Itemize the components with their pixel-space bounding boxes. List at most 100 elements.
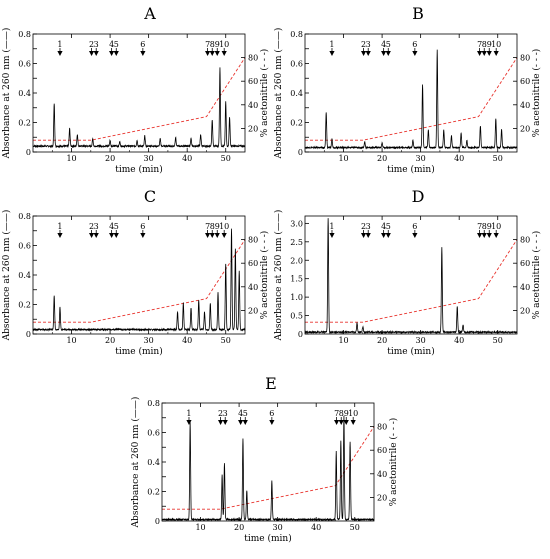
x-tick-label: 40 xyxy=(454,336,464,345)
x-tick-label: 20 xyxy=(377,336,387,345)
peak-marker-label: 2 xyxy=(218,409,223,418)
peak-marker-label: 6 xyxy=(140,40,145,49)
x-tick-label: 10 xyxy=(195,523,205,532)
peak-marker-label: 9 xyxy=(487,222,492,231)
y2-tick-label: 40 xyxy=(520,283,530,292)
panel-letter: A xyxy=(143,4,156,23)
x-tick-label: 50 xyxy=(493,336,503,345)
peak-marker-arrow xyxy=(93,51,99,56)
x-tick-label: 40 xyxy=(454,154,464,163)
y2-tick-label: 80 xyxy=(520,54,530,63)
peak-marker-arrow xyxy=(329,51,335,56)
peak-marker-label: 6 xyxy=(140,222,145,231)
x-tick-label: 20 xyxy=(234,523,244,532)
x-axis-title: time (min) xyxy=(387,346,434,357)
peak-marker-label: 1 xyxy=(329,40,334,49)
x-tick-label: 30 xyxy=(144,336,154,345)
peak-marker-arrow xyxy=(381,51,387,56)
y-axis-title: Absorbance at 260 nm (——) xyxy=(273,28,284,160)
peak-marker-arrow xyxy=(214,233,220,238)
peak-marker-arrow xyxy=(493,233,499,238)
peak-marker-label: 9 xyxy=(344,409,349,418)
acetonitrile-gradient-line xyxy=(33,57,246,141)
peak-marker-arrow xyxy=(93,233,99,238)
y-tick-label: 1.5 xyxy=(290,275,303,284)
y-tick-label: 2.0 xyxy=(290,256,303,265)
peak-marker-label: 5 xyxy=(386,222,391,231)
peak-marker-arrow xyxy=(113,51,119,56)
y-tick-label: 3.0 xyxy=(290,219,303,228)
x-axis-title: time (min) xyxy=(115,164,162,175)
y-tick-label: 1.0 xyxy=(290,293,303,302)
peak-marker-label: 3 xyxy=(366,40,371,49)
absorbance-trace xyxy=(304,49,518,150)
y-tick-label: 2.5 xyxy=(290,238,303,247)
y-tick-label: 0 xyxy=(298,148,303,157)
peak-marker-label: 8 xyxy=(482,40,487,49)
panel-letter: E xyxy=(265,374,277,393)
y-tick-label: 0.2 xyxy=(147,488,160,497)
x-axis-title: time (min) xyxy=(387,164,434,175)
x-tick-label: 20 xyxy=(377,154,387,163)
peak-marker-label: 5 xyxy=(243,409,248,418)
x-tick-label: 50 xyxy=(493,154,503,163)
peak-marker-label: 1 xyxy=(57,222,62,231)
x-tick-label: 10 xyxy=(66,336,76,345)
y-tick-label: 0.8 xyxy=(18,212,31,221)
peak-marker-arrow xyxy=(113,233,119,238)
y2-tick-label: 20 xyxy=(248,124,258,133)
peak-marker-label: 10 xyxy=(219,40,229,49)
acetonitrile-gradient-line xyxy=(305,239,518,323)
absorbance-trace xyxy=(32,67,246,149)
peak-marker-label: 7 xyxy=(205,40,210,49)
y2-tick-label: 20 xyxy=(248,306,258,315)
peak-marker-arrow xyxy=(486,233,492,238)
peak-marker-arrow xyxy=(57,51,63,56)
peak-marker-label: 1 xyxy=(186,409,191,418)
x-tick-label: 20 xyxy=(105,336,115,345)
panel-b: B 10 20 30 40 50 0 0.2 0.4 0.6 0.8 20 40 60 80 time (mi… xyxy=(273,4,542,175)
peak-marker-arrow xyxy=(412,233,418,238)
y-tick-label: 0.2 xyxy=(290,119,303,128)
peak-marker-label: 8 xyxy=(210,40,215,49)
x-tick-label: 30 xyxy=(416,154,426,163)
x-axis-title: time (min) xyxy=(244,533,291,544)
y2-axis-title: % acetonitrile (- - -) xyxy=(388,418,399,507)
peak-marker-label: 10 xyxy=(491,40,501,49)
y-tick-label: 0.4 xyxy=(290,89,303,98)
peak-marker-arrow xyxy=(88,51,95,56)
peak-marker-arrow xyxy=(205,51,211,56)
panel-c: C 10 20 30 40 50 0 0.2 0.4 0.6 0.8 20 40 60 80 time (mi… xyxy=(1,187,270,357)
panel-letter: B xyxy=(412,4,424,23)
absorbance-trace xyxy=(161,415,375,522)
x-tick-label: 10 xyxy=(66,154,76,163)
y2-axis-title: % acetonitrile (- - -) xyxy=(531,49,542,138)
peak-marker-arrow xyxy=(209,51,215,56)
y2-axis-title: % acetonitrile (- - -) xyxy=(259,49,270,138)
y2-tick-label: 20 xyxy=(377,493,387,502)
absorbance-trace xyxy=(304,218,518,335)
peak-marker-arrow xyxy=(140,51,146,56)
peak-marker-label: 1 xyxy=(57,40,62,49)
peak-marker-label: 2 xyxy=(361,40,366,49)
peak-marker-arrow xyxy=(334,420,340,425)
absorbance-trace xyxy=(32,228,246,332)
peak-marker-label: 1 xyxy=(329,222,334,231)
y2-tick-label: 60 xyxy=(248,77,258,86)
peak-marker-arrow xyxy=(338,420,344,425)
y-tick-label: 0.2 xyxy=(18,301,31,310)
peak-marker-arrow xyxy=(217,420,224,425)
peak-marker-arrow xyxy=(140,233,146,238)
peak-marker-arrow xyxy=(360,51,367,56)
panel-a: A 10 20 30 40 50 0 0.2 0.4 0.6 0.8 20 40 60 80 time (mi… xyxy=(1,4,270,175)
y2-tick-label: 60 xyxy=(377,446,387,455)
peak-marker-arrow xyxy=(381,233,387,238)
peak-marker-label: 2 xyxy=(361,222,366,231)
peak-marker-label: 3 xyxy=(366,222,371,231)
y-axis-title: Absorbance at 260 nm (——) xyxy=(1,210,12,342)
peak-marker-label: 5 xyxy=(114,40,119,49)
y-tick-label: 0.2 xyxy=(18,119,31,128)
y-tick-label: 0.8 xyxy=(147,399,160,408)
peak-marker-arrow xyxy=(486,51,492,56)
